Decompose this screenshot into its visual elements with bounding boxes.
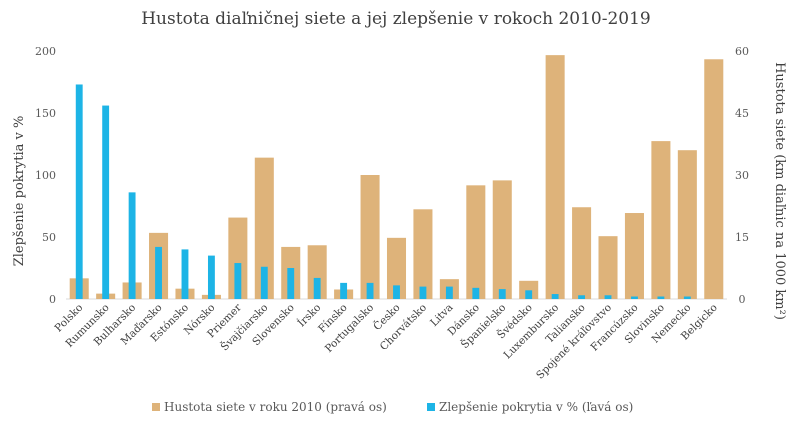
bar-improvement [578, 295, 586, 299]
bar-improvement [313, 277, 321, 299]
bar-density [386, 237, 407, 299]
left-tick-label: 50 [42, 231, 56, 244]
chart-title: Hustota diaľničnej siete a jej zlepšenie… [141, 9, 651, 29]
bar-improvement [287, 268, 295, 299]
bar-improvement [234, 263, 242, 299]
bar-improvement [102, 105, 110, 299]
bar-improvement [260, 266, 268, 299]
bar-improvement [498, 289, 506, 299]
bar-improvement [207, 255, 215, 299]
right-tick-label: 45 [735, 107, 749, 120]
bar-density [651, 141, 671, 299]
left-tick-label: 200 [35, 45, 56, 58]
bar-improvement [551, 294, 559, 299]
bar-improvement [419, 286, 427, 299]
bar-density [413, 209, 433, 299]
bar-density [307, 245, 327, 299]
bar-improvement [631, 296, 638, 299]
right-tick-label: 15 [735, 231, 749, 244]
left-tick-label: 150 [35, 107, 56, 120]
bar-improvement [445, 286, 453, 299]
bar-improvement [604, 295, 612, 299]
bar-improvement [525, 290, 533, 299]
bar-density [624, 213, 644, 299]
bar-improvement [393, 285, 400, 299]
legend-density-label: Hustota siete v roku 2010 (pravá os) [164, 400, 387, 414]
legend-improvement-swatch [427, 403, 435, 411]
bar-improvement [657, 296, 665, 299]
bar-improvement [155, 246, 162, 299]
bar-density [466, 185, 486, 299]
bar-improvement [128, 192, 136, 299]
legend-density-swatch [152, 403, 160, 411]
bar-improvement [75, 84, 83, 299]
bar-density [677, 150, 697, 299]
left-axis-title: Zlepšenie pokrytia v % [12, 116, 27, 267]
bar-density [254, 157, 274, 299]
bar-density [572, 207, 592, 299]
bar-density [545, 55, 565, 300]
bar-improvement [340, 282, 348, 299]
left-tick-label: 100 [35, 169, 56, 182]
bar-density [492, 180, 512, 299]
bar-improvement [683, 296, 691, 299]
bar-density [704, 59, 724, 300]
left-tick-label: 0 [49, 293, 56, 306]
bar-density [519, 280, 539, 299]
legend-improvement-label: Zlepšenie pokrytia v % (ľavá os) [439, 400, 633, 414]
right-axis-title: Hustota siete (km diaľnic na 1000 km²) [772, 62, 787, 320]
bar-density [598, 236, 618, 299]
bar-improvement [181, 249, 189, 299]
bar-density [228, 217, 248, 299]
right-tick-label: 60 [735, 45, 749, 58]
bar-improvement [472, 287, 480, 299]
right-tick-label: 0 [739, 293, 746, 306]
bar-improvement [366, 282, 374, 299]
right-tick-label: 30 [735, 169, 749, 182]
bar-density [360, 175, 380, 299]
